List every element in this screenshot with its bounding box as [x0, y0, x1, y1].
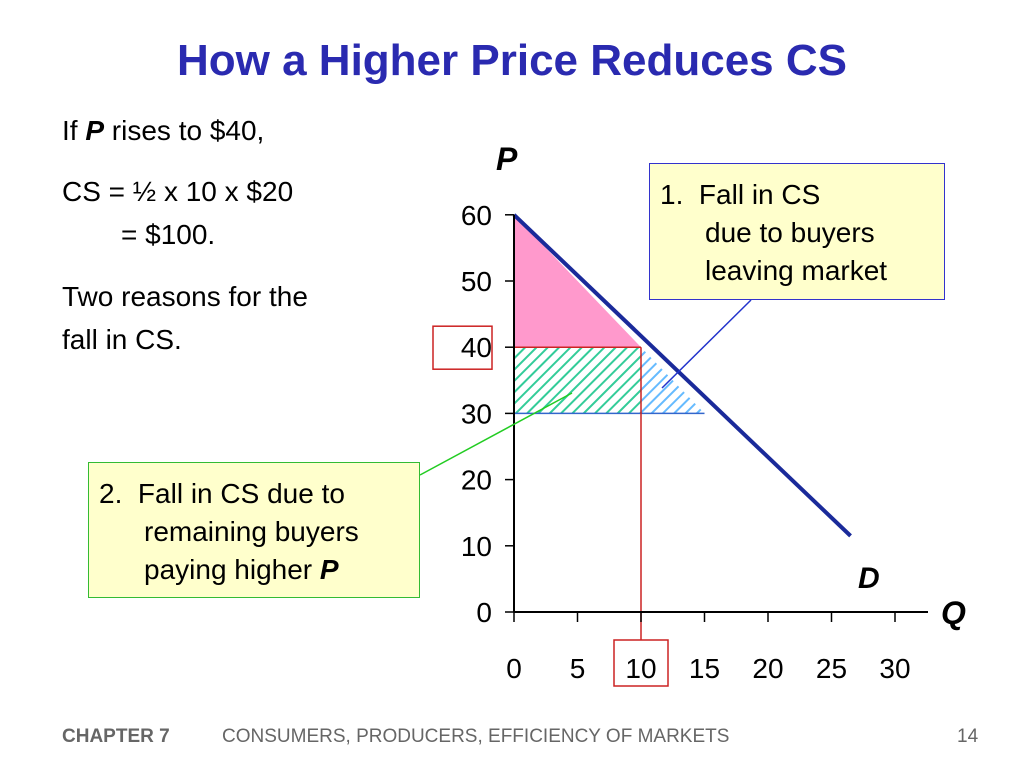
- callout2-line1: Fall in CS due to: [137, 478, 345, 509]
- price-rise-suffix: rises to $40,: [104, 115, 265, 146]
- y-axis-label: P: [496, 141, 518, 177]
- price-rise-text: If P rises to $40,: [62, 114, 264, 148]
- price-symbol: P: [85, 115, 105, 146]
- cs-calc-line2: = $100.: [121, 219, 216, 250]
- demand-label: D: [858, 562, 880, 595]
- slide-title: How a Higher Price Reduces CS: [177, 36, 847, 85]
- y-tick-label-0: 0: [476, 597, 492, 628]
- x-tick-label-15: 15: [689, 653, 720, 684]
- cs-calc-line1: CS = ½ x 10 x $20: [62, 176, 294, 207]
- callout2-line2: remaining buyers: [144, 516, 359, 547]
- demand-curve: [512, 213, 852, 538]
- callout1-line2: due to buyers: [705, 217, 875, 248]
- callout2-connector: [419, 392, 573, 476]
- x-tick-label-20: 20: [752, 653, 783, 684]
- footer-chapter: CHAPTER 7: [62, 726, 170, 747]
- reasons-line1: Two reasons for the: [62, 281, 308, 312]
- callout2-line3: paying higher: [144, 554, 320, 585]
- callout-buyers-leaving: 1. Fall in CS due to buyers leaving mark…: [649, 163, 945, 300]
- page-number: 14: [957, 726, 979, 747]
- y-tick-label-20: 20: [461, 465, 492, 496]
- y-tick-label-60: 60: [461, 200, 492, 231]
- higher-price-loss-area: [514, 347, 641, 414]
- y-tick-label-10: 10: [461, 531, 492, 562]
- highlight-x-tick-box: [613, 639, 669, 687]
- callout2-number: 2.: [99, 478, 123, 509]
- callout2-price-symbol: P: [319, 554, 339, 585]
- callout1-connector: [661, 299, 752, 389]
- x-tick-label-10: 10: [625, 653, 656, 684]
- highlight-y-tick-box: [432, 325, 493, 370]
- buyers-leaving-loss-area: [641, 347, 705, 414]
- remaining-cs-area: [514, 214, 641, 348]
- x-tick-label-30: 30: [879, 653, 910, 684]
- reasons-line2: fall in CS.: [62, 324, 182, 355]
- x-tick-label-0: 0: [506, 653, 522, 684]
- callout1-number: 1.: [660, 179, 684, 210]
- y-tick-label-40: 40: [461, 332, 492, 363]
- callout-higher-price: 2. Fall in CS due to remaining buyers pa…: [88, 462, 420, 598]
- x-tick-label-25: 25: [816, 653, 847, 684]
- x-axis-label: Q: [941, 595, 966, 631]
- y-tick-label-30: 30: [461, 398, 492, 429]
- callout1-line3: leaving market: [705, 255, 888, 286]
- callout1-line1: Fall in CS: [698, 179, 821, 210]
- footer-subtitle: CONSUMERS, PRODUCERS, EFFICIENCY OF MARK…: [222, 726, 730, 747]
- price-rise-prefix: If: [62, 115, 86, 146]
- y-tick-label-50: 50: [461, 266, 492, 297]
- x-tick-label-5: 5: [570, 653, 586, 684]
